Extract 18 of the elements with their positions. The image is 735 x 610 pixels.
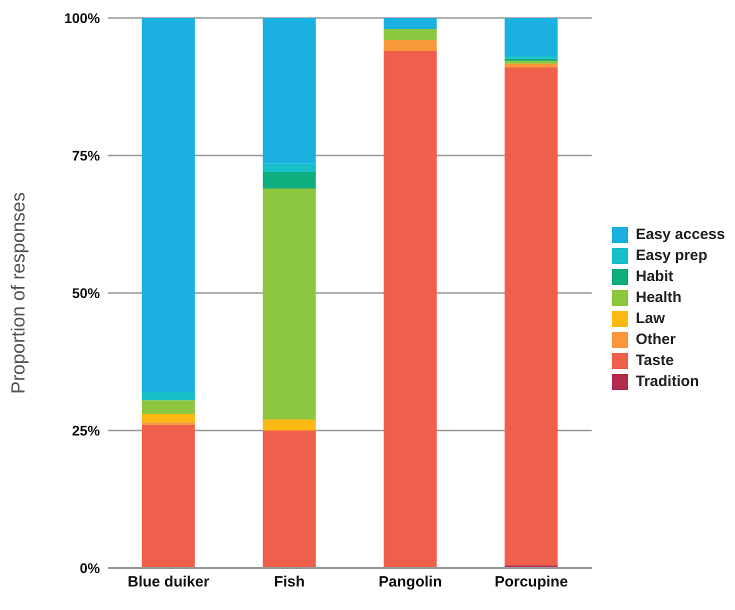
x-tick-label: Blue duiker — [128, 574, 210, 591]
y-tick-label: 0% — [80, 560, 101, 576]
legend-label: Easy prep — [636, 247, 708, 264]
y-tick-label: 50% — [72, 284, 101, 301]
legend-label: Other — [636, 331, 676, 348]
legend-label: Tradition — [636, 373, 700, 390]
x-tick-label: Pangolin — [378, 574, 442, 591]
y-tick-label: 75% — [72, 147, 101, 164]
y-tick-label: 100% — [64, 10, 101, 26]
legend-label: Easy access — [636, 226, 725, 243]
legend-label: Taste — [636, 352, 674, 369]
y-tick-label: 25% — [72, 422, 101, 438]
legend-label: Health — [636, 289, 682, 306]
x-tick-label: Fish — [274, 574, 305, 591]
y-axis-title: Proportion of responses — [8, 192, 30, 394]
x-tick-label: Porcupine — [494, 574, 568, 591]
legend-label: Law — [636, 310, 665, 327]
legend-label: Habit — [636, 268, 674, 285]
